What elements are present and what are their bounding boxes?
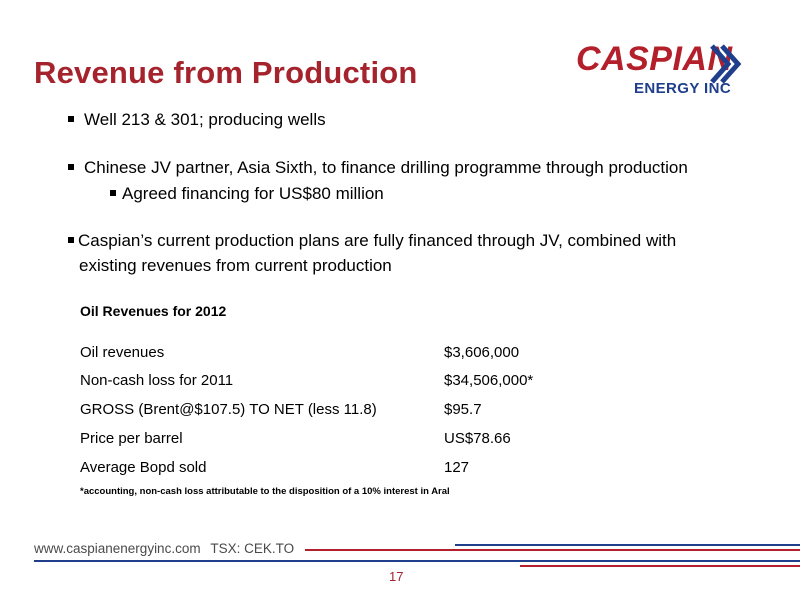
table-title: Oil Revenues for 2012 (80, 303, 227, 319)
row-value: $34,506,000* (444, 372, 534, 389)
bullet-item: Caspian’s current production plans are f… (68, 231, 676, 251)
bullet-square-icon (68, 163, 74, 170)
footer-contact: www.caspianenergyinc.com TSX: CEK.TO (34, 541, 294, 556)
bullet-item: Well 213 & 301; producing wells (68, 110, 326, 130)
bullet-item: Chinese JV partner, Asia Sixth, to finan… (68, 158, 688, 178)
page-number: 17 (389, 569, 404, 584)
footer-divider-lines (34, 544, 800, 567)
logo-chevron-icon (710, 44, 742, 84)
bullet-text: Chinese JV partner, Asia Sixth, to finan… (84, 158, 688, 177)
footer-ticker: TSX: CEK.TO (210, 541, 295, 556)
company-logo: CASPIAN ENERGY INC (576, 40, 756, 100)
row-label: GROSS (Brent@$107.5) TO NET (less 11.8) (80, 401, 377, 418)
table-footnote: *accounting, non-cash loss attributable … (80, 486, 450, 497)
bullet-text: Caspian’s current production plans are f… (78, 231, 677, 250)
bullet-square-icon (110, 189, 116, 196)
slide-title: Revenue from Production (34, 55, 418, 90)
row-value: US$78.66 (444, 430, 511, 447)
sub-bullet-item: Agreed financing for US$80 million (110, 184, 384, 204)
row-label: Oil revenues (80, 344, 165, 361)
logo-subtitle: ENERGY INC (634, 80, 732, 97)
row-value: $3,606,000 (444, 344, 520, 361)
row-label: Price per barrel (80, 430, 183, 447)
sub-bullet-text: Agreed financing for US$80 million (122, 184, 384, 203)
logo-wordmark: CASPIAN (576, 40, 733, 78)
bullet-square-icon (68, 236, 74, 243)
row-label: Average Bopd sold (80, 459, 207, 476)
row-value: $95.7 (444, 401, 482, 418)
row-label: Non-cash loss for 2011 (80, 372, 234, 389)
row-value: 127 (444, 459, 470, 476)
footer-url: www.caspianenergyinc.com (34, 541, 201, 556)
bullet-text-continuation: existing revenues from current productio… (79, 256, 392, 275)
bullet-text: Well 213 & 301; producing wells (84, 110, 326, 129)
bullet-square-icon (68, 115, 74, 122)
